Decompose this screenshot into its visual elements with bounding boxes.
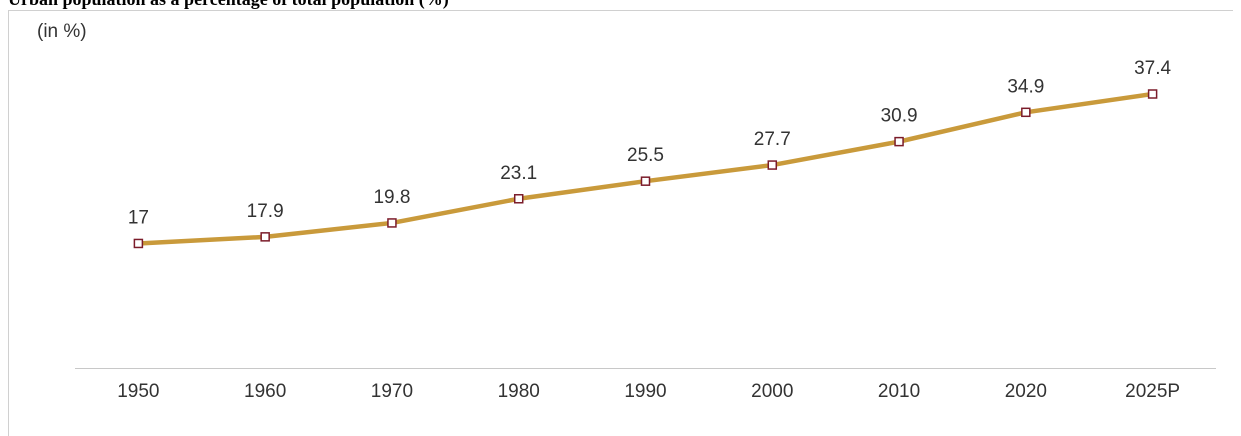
data-label: 25.5 — [627, 145, 664, 166]
data-label: 23.1 — [500, 163, 537, 184]
x-tick-label: 2020 — [1005, 381, 1047, 402]
marker — [767, 160, 778, 170]
x-tick-label: 2025P — [1125, 381, 1180, 402]
marker — [894, 136, 904, 147]
x-tick-label: 1980 — [498, 381, 540, 402]
x-tick-label: 1960 — [244, 381, 286, 402]
x-tick-label: 1990 — [624, 381, 666, 402]
data-label: 17.9 — [247, 201, 284, 222]
frame — [8, 10, 1233, 436]
x-tick-label: 1950 — [117, 381, 159, 402]
marker — [133, 238, 144, 249]
data-label: 37.4 — [1134, 58, 1171, 79]
data-label: 27.7 — [754, 129, 791, 150]
marker — [260, 232, 270, 242]
data-label: 30.9 — [881, 106, 918, 127]
x-tick-label: 2010 — [878, 381, 920, 402]
marker — [513, 194, 524, 204]
marker — [1021, 107, 1031, 118]
x-tick-label: 2000 — [751, 381, 793, 402]
x-tick-label: 1970 — [371, 381, 413, 402]
series-line — [138, 91, 1153, 246]
chart-title: Urban population as a percentage of tota… — [8, 0, 449, 10]
marker — [387, 218, 397, 228]
data-label: 19.8 — [373, 187, 410, 208]
marker — [640, 176, 651, 186]
unit-label: (in %) — [37, 21, 87, 42]
data-label: 34.9 — [1007, 76, 1044, 97]
marker — [1147, 89, 1158, 99]
data-label: 17 — [128, 207, 149, 228]
